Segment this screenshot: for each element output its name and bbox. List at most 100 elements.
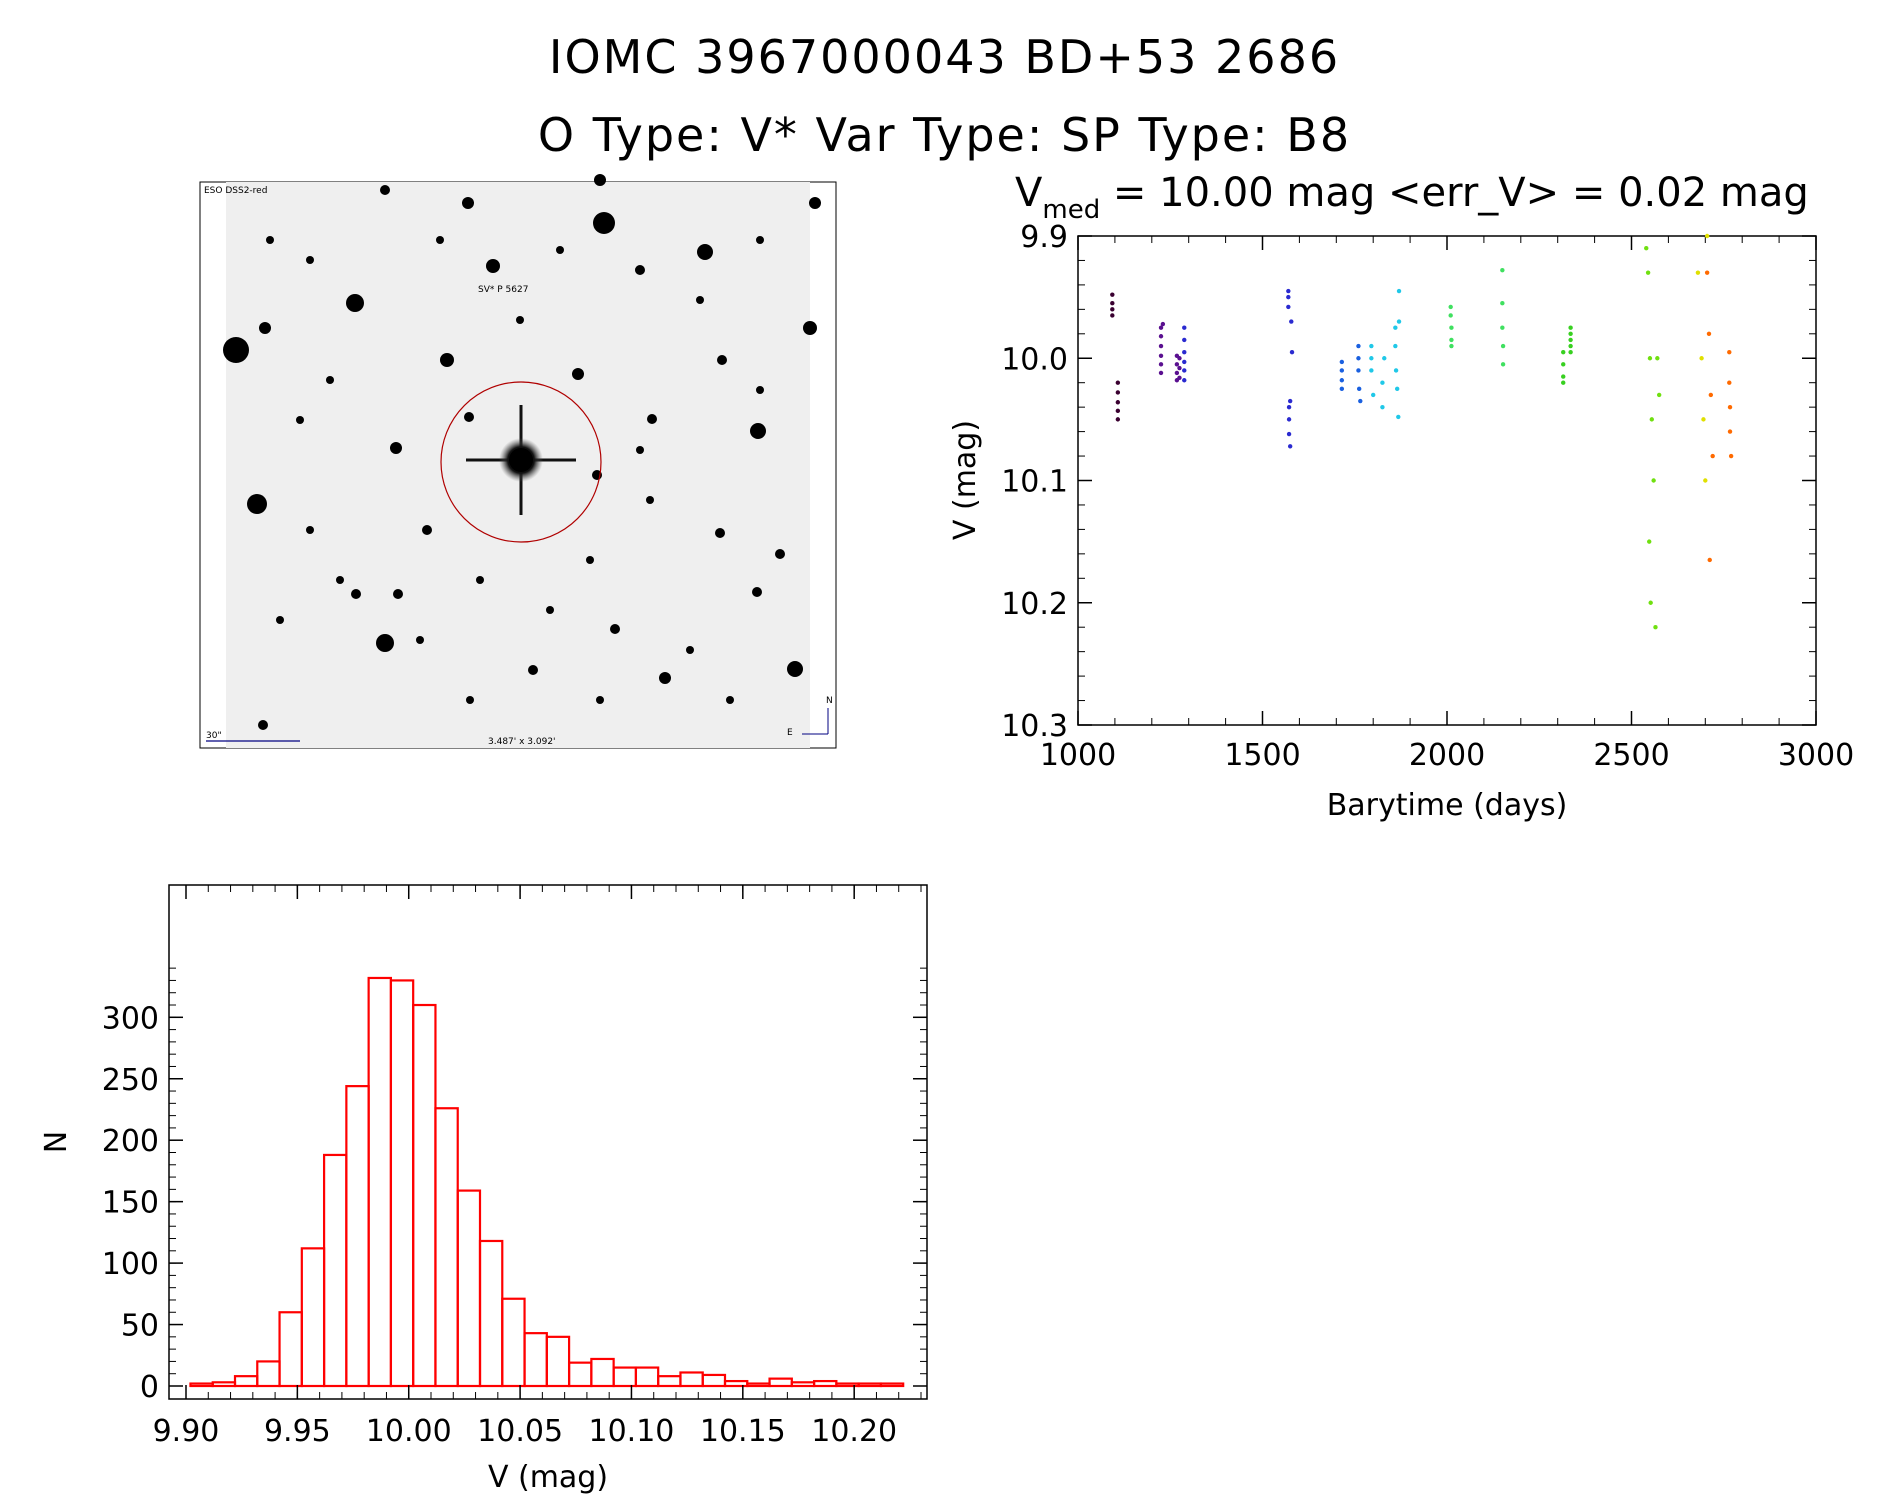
x-tick-label: 3000 — [1778, 738, 1854, 773]
x-tick-label: 10.15 — [700, 1414, 786, 1449]
field-star — [306, 256, 314, 264]
data-point-group3 — [1289, 319, 1294, 324]
figure-title-line1: IOMC 3967000043 BD+53 2686 — [548, 30, 1341, 84]
y-tick-label: 150 — [102, 1186, 159, 1221]
data-point-group1 — [1110, 301, 1115, 306]
field-star — [346, 294, 364, 312]
data-point-group3 — [1286, 288, 1291, 294]
target-circle — [440, 381, 602, 543]
field-star — [266, 236, 274, 244]
data-point-group2 — [1174, 362, 1180, 367]
data-point-group4 — [1358, 398, 1363, 404]
data-point-group2 — [1158, 370, 1164, 376]
field-star — [646, 496, 654, 504]
data-point-group1 — [1110, 313, 1115, 318]
field-star — [466, 696, 474, 704]
data-point-group10 — [1727, 429, 1733, 434]
data-point-group7 — [1568, 325, 1573, 330]
field-star — [436, 236, 444, 244]
histogram-frame — [168, 884, 928, 1400]
x-tick-label: 2000 — [1409, 738, 1485, 773]
field-star — [486, 259, 500, 273]
survey-label: ESO DSS2-red — [204, 186, 267, 196]
data-point-group8 — [1647, 539, 1652, 544]
field-star — [696, 296, 704, 304]
target-label: SV* P 5627 — [478, 285, 528, 295]
x-tick-label: 2500 — [1593, 738, 1669, 773]
data-point-group4 — [1356, 343, 1361, 349]
field-star — [787, 661, 803, 677]
data-point-group5 — [1394, 386, 1400, 392]
scale-label: 30" — [206, 731, 222, 741]
data-point-group2 — [1158, 325, 1164, 330]
data-point-group9 — [1699, 356, 1704, 361]
y-tick-label: 100 — [102, 1247, 159, 1282]
light-curve-points — [1110, 233, 1734, 630]
data-point-group3 — [1182, 378, 1187, 383]
finder-chart: ESO DSS2-red SV* P 5627 30" 3.487' x 3.0… — [199, 174, 837, 749]
data-point-group9 — [1695, 270, 1701, 275]
field-star — [636, 446, 644, 454]
data-point-group2 — [1158, 353, 1164, 359]
histogram-bar — [835, 1382, 860, 1388]
data-point-group7 — [1561, 374, 1566, 379]
y-tick-label: 0 — [140, 1370, 159, 1405]
data-point-group8 — [1651, 478, 1656, 483]
field-star — [422, 525, 432, 535]
x-tick-label: 10.10 — [589, 1414, 675, 1449]
data-point-group7 — [1561, 362, 1566, 367]
field-star — [390, 442, 402, 454]
data-point-group10 — [1704, 270, 1710, 275]
x-tick-label: 9.95 — [264, 1414, 331, 1449]
histogram-bar — [211, 1381, 237, 1388]
field-star — [247, 494, 267, 514]
histogram-bar — [790, 1381, 816, 1388]
histogram-bar — [478, 1239, 504, 1388]
histogram-bar — [634, 1366, 660, 1388]
field-star — [276, 616, 284, 624]
size-label: 3.487' x 3.092' — [488, 737, 556, 747]
data-point-group8 — [1649, 417, 1654, 422]
data-point-group6 — [1448, 304, 1453, 310]
histogram-bar — [345, 1085, 370, 1388]
data-point-group5 — [1382, 356, 1387, 361]
y-tick-label: 10.1 — [1001, 465, 1068, 500]
histogram-bar — [768, 1377, 793, 1388]
data-point-group3 — [1286, 404, 1292, 410]
data-point-group6 — [1500, 362, 1506, 367]
histogram-bar — [300, 1247, 326, 1388]
histogram-bar — [434, 1107, 459, 1388]
histogram-bar — [523, 1332, 548, 1388]
title-subscript: med — [1042, 195, 1100, 225]
data-point-group10 — [1707, 557, 1712, 563]
field-star — [476, 576, 484, 584]
data-point-group3 — [1286, 304, 1291, 310]
data-point-group5 — [1369, 356, 1374, 361]
field-star — [336, 576, 344, 584]
histogram-bar — [278, 1311, 303, 1388]
data-point-group10 — [1706, 331, 1712, 336]
field-star — [440, 353, 454, 367]
data-point-group2 — [1160, 321, 1166, 327]
histogram-bar — [857, 1382, 883, 1388]
y-tick-label: 10.0 — [1001, 342, 1068, 377]
data-point-group5 — [1369, 343, 1374, 349]
data-point-group10 — [1708, 392, 1714, 398]
data-point-group3 — [1182, 337, 1187, 343]
histogram-bar — [746, 1382, 771, 1388]
field-star — [393, 589, 403, 599]
east-label: E — [787, 728, 793, 738]
x-tick-label: 9.90 — [153, 1414, 220, 1449]
field-star — [775, 549, 785, 559]
histogram-bar — [545, 1335, 571, 1388]
light-curve-ylabel: V (mag) — [948, 420, 983, 540]
data-point-group1 — [1115, 380, 1121, 385]
x-tick-label: 10.20 — [811, 1414, 897, 1449]
data-point-group5 — [1380, 404, 1385, 410]
field-star — [686, 646, 694, 654]
field-star — [594, 174, 606, 186]
field-star — [756, 386, 764, 394]
histogram-bar — [567, 1361, 593, 1388]
x-tick-label: 1500 — [1224, 738, 1300, 773]
